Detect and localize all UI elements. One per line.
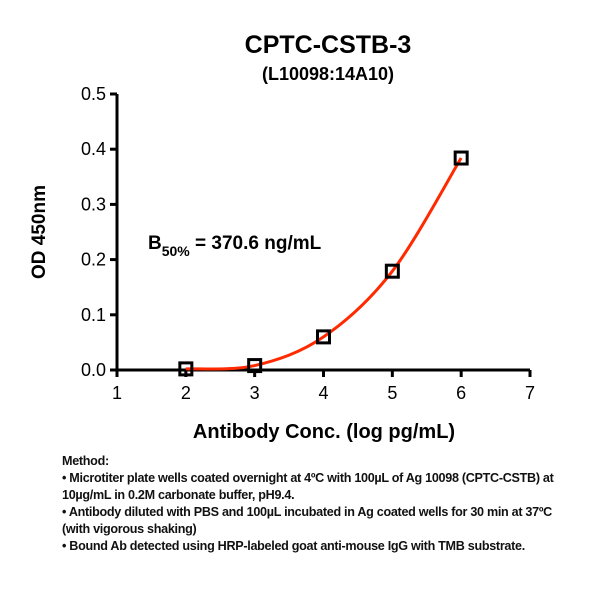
data-point — [178, 361, 194, 377]
b50-value: = 370.6 ng/mL — [190, 233, 322, 254]
y-tick-label: 0.0 — [81, 360, 106, 380]
b50-prefix: B — [148, 233, 162, 254]
y-tick-label: 0.4 — [81, 139, 106, 159]
data-point — [453, 150, 469, 166]
method-text: Method: • Microtiter plate wells coated … — [62, 453, 582, 555]
method-step-1: • Microtiter plate wells coated overnigh… — [62, 471, 554, 502]
y-tick-label: 0.5 — [81, 84, 106, 104]
method-step-2: • Antibody diluted with PBS and 100µL in… — [62, 505, 552, 536]
chart: CPTC-CSTB-3 (L10098:14A10) OD 450nm Anti… — [29, 31, 535, 443]
data-point — [384, 263, 400, 279]
b50-subscript: 50% — [162, 243, 191, 259]
method-step-3: • Bound Ab detected using HRP-labeled go… — [62, 539, 525, 553]
method-heading: Method: — [62, 454, 109, 468]
b50-annotation: B50% = 370.6 ng/mL — [148, 233, 322, 259]
chart-title: CPTC-CSTB-3 — [245, 31, 412, 59]
data-point — [316, 329, 331, 345]
y-axis-label: OD 450nm — [29, 185, 50, 279]
x-tick-label: 3 — [250, 383, 260, 403]
x-tick-label: 2 — [181, 383, 191, 403]
y-tick-label: 0.1 — [81, 305, 106, 325]
x-axis-label: Antibody Conc. (log pg/mL) — [193, 421, 455, 443]
data-point — [247, 358, 263, 374]
fit-curve — [185, 157, 463, 371]
x-tick-label: 5 — [387, 383, 397, 403]
x-tick-label: 6 — [456, 383, 466, 403]
y-tick-label: 0.2 — [81, 250, 106, 270]
x-tick-label: 1 — [112, 383, 122, 403]
y-tick-label: 0.3 — [81, 194, 106, 214]
chart-subtitle: (L10098:14A10) — [262, 64, 394, 84]
x-tick-label: 7 — [525, 383, 535, 403]
x-tick-label: 4 — [318, 383, 328, 403]
